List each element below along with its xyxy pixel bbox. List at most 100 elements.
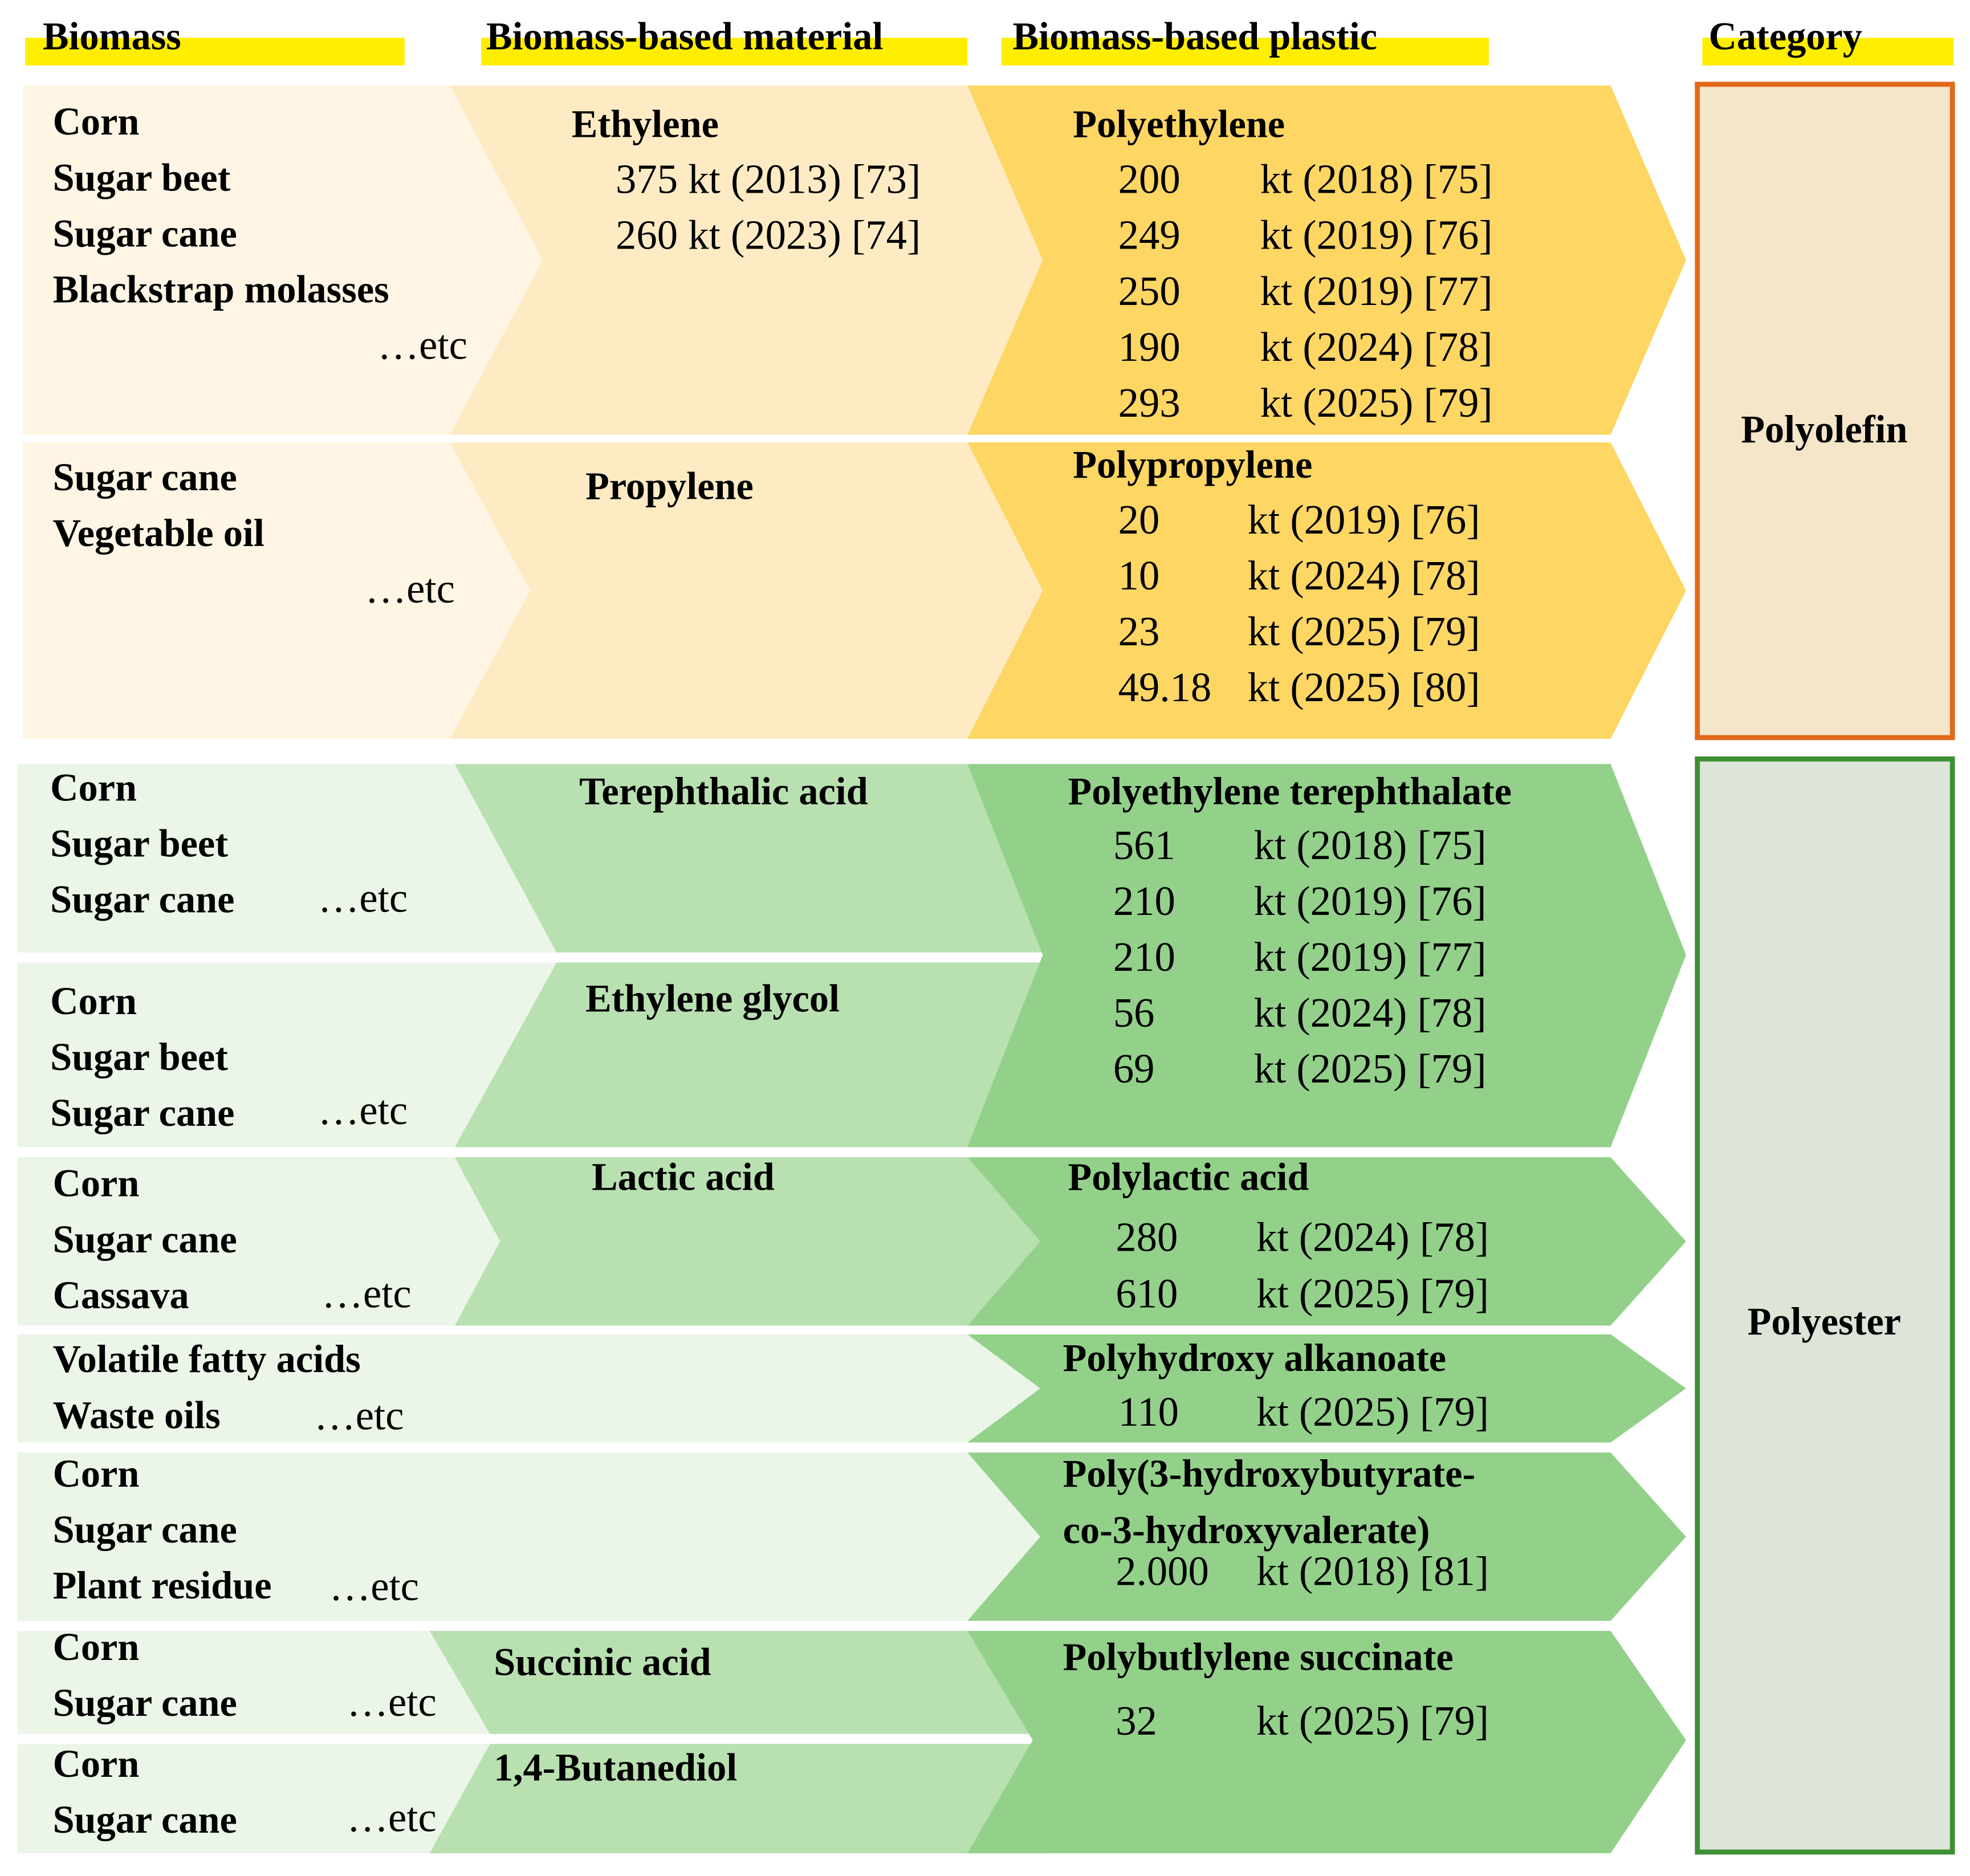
- production-detail: kt (2024) [78]: [1256, 1214, 1489, 1260]
- production-amount: 210: [1113, 878, 1175, 924]
- production-detail: kt (2025) [79]: [1260, 380, 1493, 426]
- plastic-name: Polylactic acid: [1068, 1155, 1309, 1199]
- production-amount: 293: [1118, 380, 1181, 426]
- biomass-item: Sugar cane: [50, 1091, 234, 1134]
- plastic-chevron: [967, 1452, 1686, 1621]
- biomass-item: Waste oils: [53, 1393, 221, 1436]
- production-detail: kt (2025) [79]: [1248, 608, 1480, 654]
- biomass-item: Corn: [53, 1162, 140, 1205]
- biomass-item: Corn: [53, 1452, 140, 1495]
- production-amount: 249: [1118, 212, 1181, 258]
- production-detail: kt (2019) [76]: [1248, 497, 1480, 543]
- material-chevron: [450, 86, 1043, 435]
- production-detail: kt (2025) [79]: [1254, 1045, 1487, 1092]
- production-amount: 561: [1113, 822, 1175, 868]
- biomass-item: Sugar beet: [50, 821, 228, 865]
- biomass-band: [22, 86, 543, 435]
- biomass-etc: …etc: [377, 322, 467, 368]
- plastic-chevron: [967, 1631, 1686, 1854]
- production-detail: kt (2025) [80]: [1248, 664, 1480, 710]
- biomass-etc: …etc: [318, 874, 408, 921]
- production-detail: kt (2019) [77]: [1254, 934, 1487, 980]
- plastic-chevron: [967, 86, 1686, 435]
- production-detail: kt (2025) [79]: [1256, 1698, 1489, 1744]
- biomass-item: Corn: [50, 979, 137, 1023]
- plastic-name: Polyhydroxy alkanoate: [1063, 1336, 1446, 1379]
- production-detail: kt (2024) [78]: [1260, 324, 1493, 370]
- production-detail: kt (2024) [78]: [1248, 552, 1480, 599]
- biomass-etc: …etc: [347, 1679, 436, 1725]
- production-detail: kt (2019) [77]: [1260, 268, 1493, 314]
- polyester-shapes: [17, 764, 1686, 1854]
- biomass-band: [17, 1334, 1043, 1443]
- production-amount: 32: [1116, 1698, 1157, 1744]
- biomass-item: Sugar cane: [50, 878, 234, 921]
- production-detail: kt (2024) [78]: [1254, 990, 1487, 1036]
- material-chevron: [429, 1631, 1033, 1734]
- category-label: Polyester: [1748, 1300, 1901, 1343]
- biomass-etc: …etc: [329, 1563, 418, 1609]
- biomass-etc: …etc: [321, 1271, 411, 1317]
- biomass-etc: …etc: [365, 565, 454, 612]
- material-production: 375 kt (2013) [73]: [616, 156, 921, 202]
- biomass-band: [22, 442, 531, 739]
- material-chevron: [454, 764, 1043, 953]
- header-bar: [481, 38, 968, 66]
- production-amount: 2.000: [1116, 1548, 1209, 1594]
- plastic-name: Polypropylene: [1073, 443, 1312, 486]
- biomass-item: Corn: [53, 1742, 140, 1785]
- header-bar: [1001, 38, 1489, 66]
- biomass-item: Corn: [53, 1625, 140, 1669]
- header: Biomass: [43, 14, 181, 58]
- production-amount: 280: [1116, 1214, 1178, 1260]
- biomass-item: Sugar cane: [53, 1508, 237, 1551]
- biomass-band: [17, 1452, 1043, 1621]
- material-name: Terephthalic acid: [579, 770, 868, 813]
- material-chevron: [454, 1157, 1040, 1326]
- biomass-item: Sugar cane: [53, 455, 237, 499]
- material-production: 260 kt (2023) [74]: [616, 212, 921, 258]
- material-name: 1,4-Butanediol: [494, 1746, 737, 1789]
- material-name: Propylene: [585, 464, 754, 507]
- header: Category: [1709, 14, 1862, 58]
- plastic-chevron: [967, 1157, 1686, 1326]
- plastic-chevron: [967, 1334, 1686, 1443]
- production-amount: 23: [1118, 608, 1160, 654]
- plastic-name: Polybutlylene succinate: [1063, 1635, 1454, 1679]
- plastic-name: Polyethylene: [1073, 103, 1285, 146]
- category-box: [1695, 756, 1955, 1855]
- header-bar: [25, 38, 405, 66]
- biomass-item: Sugar cane: [53, 211, 237, 255]
- biomass-item: Blackstrap molasses: [53, 267, 389, 311]
- production-amount: 10: [1118, 552, 1160, 599]
- biomass-item: Cassava: [53, 1273, 189, 1317]
- production-amount: 190: [1118, 324, 1181, 370]
- production-amount: 56: [1113, 990, 1155, 1036]
- biomass-item: Volatile fatty acids: [53, 1337, 361, 1381]
- biomass-item: Corn: [50, 766, 137, 809]
- header-bar: [1702, 38, 1954, 66]
- biomass-item: Sugar cane: [53, 1681, 237, 1724]
- production-detail: kt (2018) [81]: [1256, 1548, 1489, 1594]
- biomass-item: Sugar beet: [53, 156, 231, 199]
- biomass-item: Sugar beet: [50, 1035, 228, 1079]
- biomass-item: Vegetable oil: [53, 511, 264, 555]
- production-amount: 49.18: [1118, 664, 1212, 710]
- material-name: Lactic acid: [592, 1155, 775, 1199]
- plastic-name: Polyethylene terephthalate: [1068, 770, 1512, 813]
- production-detail: kt (2025) [79]: [1256, 1389, 1489, 1435]
- polyolefin-shapes: [22, 86, 1686, 739]
- material-chevron: [450, 442, 1043, 739]
- production-amount: 250: [1118, 268, 1181, 314]
- header: Biomass-based plastic: [1012, 14, 1377, 58]
- biomass-item: Plant residue: [53, 1564, 272, 1607]
- production-detail: kt (2019) [76]: [1254, 878, 1487, 924]
- plastic-name: Poly(3-hydroxybutyrate-: [1063, 1452, 1476, 1495]
- material-chevron: [454, 962, 1043, 1147]
- material-name: Ethylene: [572, 103, 719, 146]
- production-amount: 110: [1118, 1389, 1179, 1435]
- production-detail: kt (2019) [76]: [1260, 212, 1493, 258]
- biomass-item: Corn: [53, 100, 140, 143]
